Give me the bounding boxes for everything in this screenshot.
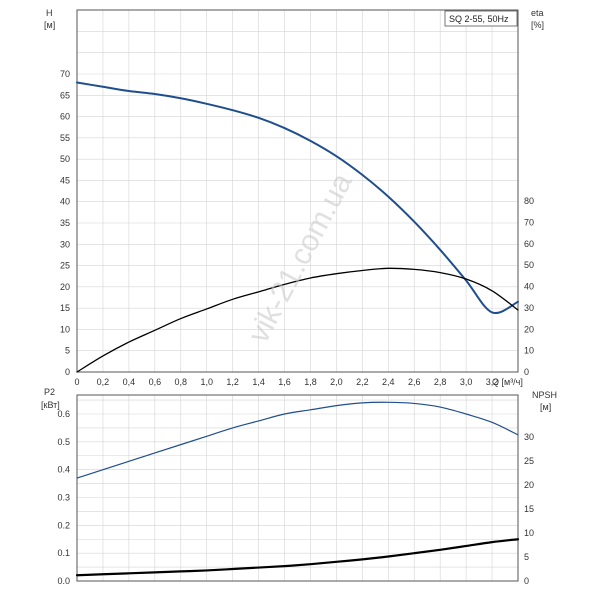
eta-tick-label: 30 bbox=[524, 303, 534, 313]
x-tick-label: 1,8 bbox=[304, 377, 317, 387]
head-tick-label: 15 bbox=[60, 303, 70, 313]
head-tick-label: 50 bbox=[60, 154, 70, 164]
npsh-tick-label: 15 bbox=[524, 504, 534, 514]
eta-tick-label: 0 bbox=[524, 367, 529, 377]
legend-box bbox=[444, 10, 518, 27]
npsh-tick-label: 10 bbox=[524, 528, 534, 538]
power-tick-label: 0.6 bbox=[57, 409, 70, 419]
head-tick-label: 10 bbox=[60, 324, 70, 334]
power-axis-title: P2 bbox=[44, 387, 55, 397]
top-plot-frame bbox=[76, 9, 519, 373]
head-tick-label: 35 bbox=[60, 218, 70, 228]
eta-tick-label: 50 bbox=[524, 260, 534, 270]
head-axis-title: H bbox=[46, 8, 53, 18]
npsh-curve bbox=[75, 538, 520, 577]
x-tick-label: 0,2 bbox=[97, 377, 110, 387]
power-curve bbox=[76, 401, 519, 479]
head-tick-label: 55 bbox=[60, 133, 70, 143]
power-tick-label: 0.1 bbox=[57, 548, 70, 558]
power-tick-label: 0.4 bbox=[57, 465, 70, 475]
eta-tick-label: 20 bbox=[524, 324, 534, 334]
power-tick-label: 0.3 bbox=[57, 493, 70, 503]
head-tick-label: 40 bbox=[60, 197, 70, 207]
head-tick-label: 60 bbox=[60, 112, 70, 122]
eta-tick-label: 80 bbox=[524, 196, 534, 206]
eta-tick-label: 60 bbox=[524, 239, 534, 249]
npsh-axis-unit: [м] bbox=[540, 402, 551, 412]
x-tick-label: 0,6 bbox=[149, 377, 162, 387]
x-tick-label: 0 bbox=[74, 377, 79, 387]
npsh-tick-label: 25 bbox=[524, 456, 534, 466]
eta-axis-title: eta bbox=[531, 8, 544, 18]
head-tick-label: 0 bbox=[65, 367, 70, 377]
head-tick-label: 25 bbox=[60, 261, 70, 271]
npsh-tick-label: 30 bbox=[524, 432, 534, 442]
curves bbox=[75, 81, 520, 577]
bottom-plot-grid bbox=[76, 395, 519, 582]
x-tick-label: 1,2 bbox=[226, 377, 239, 387]
x-tick-label: 3,2 bbox=[486, 377, 499, 387]
npsh-axis-title: NPSH bbox=[532, 390, 557, 400]
eta-tick-label: 70 bbox=[524, 217, 534, 227]
x-tick-label: 2,2 bbox=[356, 377, 369, 387]
x-tick-label: 2,6 bbox=[408, 377, 421, 387]
head-tick-label: 70 bbox=[60, 69, 70, 79]
x-tick-label: 0,4 bbox=[123, 377, 136, 387]
power-tick-label: 0.0 bbox=[57, 576, 70, 586]
x-tick-label: 3,0 bbox=[460, 377, 473, 387]
efficiency-curve bbox=[76, 267, 519, 373]
power-tick-label: 0.2 bbox=[57, 520, 70, 530]
head-curve bbox=[76, 81, 519, 315]
x-tick-label: 2,0 bbox=[330, 377, 343, 387]
npsh-tick-label: 20 bbox=[524, 480, 534, 490]
x-tick-label: 1,0 bbox=[200, 377, 213, 387]
power-tick-label: 0.5 bbox=[57, 437, 70, 447]
head-axis-unit: [м] bbox=[44, 20, 55, 30]
head-tick-label: 20 bbox=[60, 282, 70, 292]
top-plot-grid bbox=[76, 9, 519, 373]
npsh-tick-label: 5 bbox=[524, 552, 529, 562]
power-axis-unit: [кВт] bbox=[41, 400, 60, 410]
eta-tick-label: 10 bbox=[524, 346, 534, 356]
head-tick-label: 65 bbox=[60, 90, 70, 100]
head-tick-label: 30 bbox=[60, 239, 70, 249]
watermark: vik-21.com.ua bbox=[242, 168, 359, 349]
x-tick-label: 0,8 bbox=[175, 377, 188, 387]
eta-tick-label: 40 bbox=[524, 282, 534, 292]
head-tick-label: 5 bbox=[65, 346, 70, 356]
legend-label: SQ 2-55, 50Hz bbox=[449, 14, 509, 24]
x-tick-label: 2,4 bbox=[382, 377, 395, 387]
tick-labels: 0 0,2 0,4 0,6 0,8 1,0 1,2 1,4 1,6 1,8 2,0 2,2 2,4 2,6… bbox=[57, 69, 534, 586]
bottom-plot-frame bbox=[76, 394, 519, 582]
eta-axis-unit: [%] bbox=[531, 20, 544, 30]
x-tick-label: 1,4 bbox=[252, 377, 265, 387]
x-tick-label: 1,6 bbox=[278, 377, 291, 387]
npsh-tick-label: 0 bbox=[524, 576, 529, 586]
head-tick-label: 45 bbox=[60, 175, 70, 185]
flow-axis-label: Q [м³/ч] bbox=[492, 377, 523, 387]
x-tick-label: 2,8 bbox=[434, 377, 447, 387]
